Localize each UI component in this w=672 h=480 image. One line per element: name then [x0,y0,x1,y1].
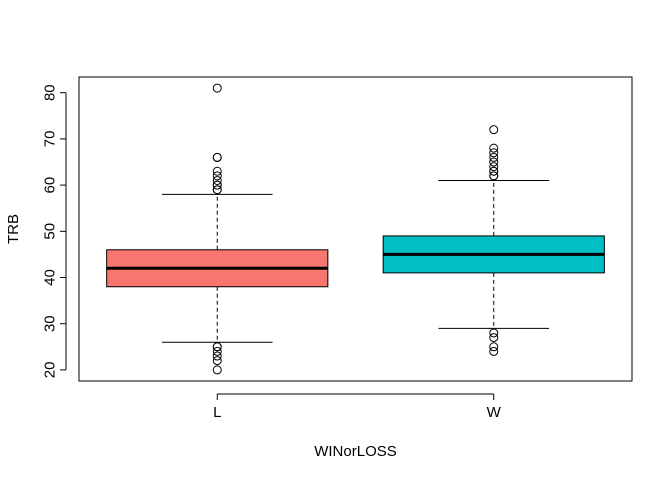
outlier-point [212,83,222,93]
outlier-point [212,356,222,366]
outlier-point [489,148,499,158]
y-axis-label: TRB [5,214,22,244]
outlier-point [212,166,222,176]
x-tick-label: L [213,404,221,421]
boxes-layer [106,83,605,375]
outlier-point [489,162,499,172]
y-tick-label: 80 [42,84,59,101]
outlier-point [212,365,222,375]
outlier-point [489,328,499,338]
y-axis: 20 30 40 50 60 70 80 [42,84,67,378]
outlier-point [212,175,222,185]
y-tick-label: 60 [42,177,59,194]
outlier-point [212,185,222,195]
outlier-point [489,342,499,352]
outlier-point [489,166,499,176]
y-tick-label: 30 [42,315,59,332]
outlier-point [489,171,499,181]
outlier-point [489,143,499,153]
y-tick-label: 70 [42,131,59,148]
outlier-point [489,125,499,135]
outlier-point [212,171,222,181]
y-tick-label: 40 [42,269,59,286]
outlier-point [212,342,222,352]
outlier-point [212,351,222,361]
box-group-W [382,125,605,356]
y-tick-label: 50 [42,223,59,240]
x-tick-label: W [487,404,502,421]
outlier-point [489,346,499,356]
outlier-point [212,180,222,190]
outlier-point [489,152,499,162]
y-tick-label: 20 [42,362,59,379]
plot-frame [78,76,633,382]
box-group-L [106,83,329,375]
outlier-point [212,152,222,162]
outlier-point [212,346,222,356]
outlier-point [489,333,499,343]
outlier-point [489,157,499,167]
x-axis-label: WINorLOSS [314,443,397,460]
